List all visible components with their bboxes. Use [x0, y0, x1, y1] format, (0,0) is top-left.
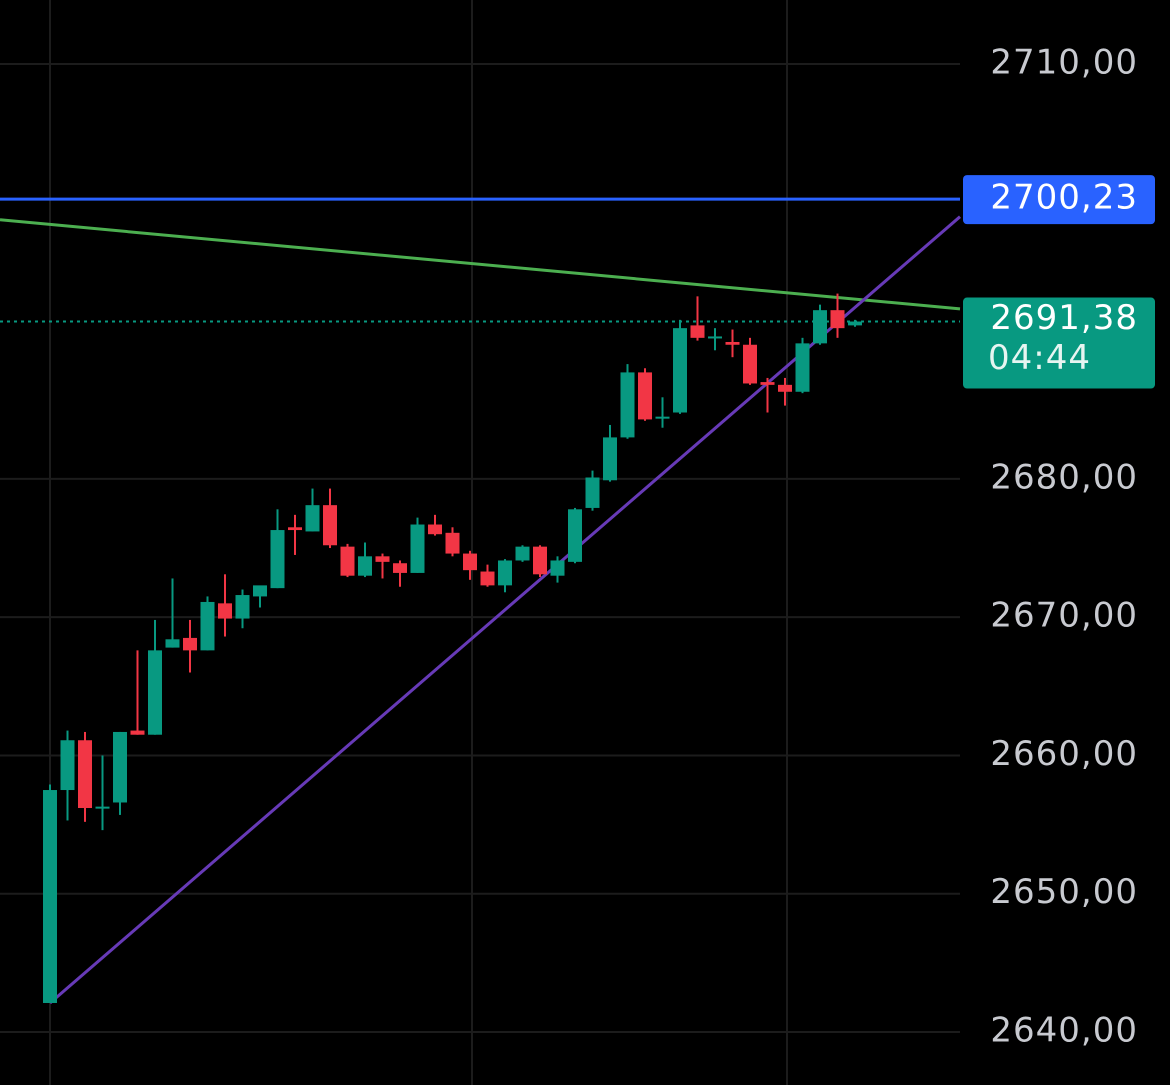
candle-body — [183, 637, 197, 651]
candle-body — [480, 571, 495, 586]
candle-body — [305, 505, 320, 532]
candle-body — [708, 336, 722, 339]
candle-body — [393, 563, 407, 573]
candle-body — [340, 546, 355, 576]
y-tick-label: 2670,00 — [990, 596, 1138, 636]
candle-body — [813, 310, 827, 344]
candle-body — [200, 601, 215, 651]
candle-body — [95, 806, 110, 809]
candle-body — [830, 310, 845, 329]
price-tag — [963, 175, 1155, 225]
candle-body — [655, 416, 670, 419]
price-tag — [963, 297, 1155, 389]
countdown-label: 04:44 — [988, 338, 1091, 378]
candle-body — [498, 560, 512, 586]
candle-body — [113, 731, 127, 803]
y-tick-label: 2680,00 — [990, 457, 1138, 497]
candle-body — [515, 546, 530, 561]
candle-body — [410, 524, 425, 573]
candle-body — [78, 740, 92, 809]
price-tag-label: 2700,23 — [990, 178, 1138, 218]
candle-body — [568, 509, 582, 562]
y-tick-label: 2650,00 — [990, 872, 1138, 912]
candle-body — [148, 650, 162, 735]
y-tick-label: 2710,00 — [990, 43, 1138, 83]
candle-body — [638, 372, 652, 420]
candle-body — [550, 560, 565, 576]
candle-body — [463, 553, 477, 571]
trendline — [0, 218, 961, 311]
candle-body — [358, 556, 372, 576]
candle-body — [673, 328, 687, 413]
candle-body — [253, 585, 267, 597]
candle-body — [130, 730, 145, 735]
candle-body — [165, 639, 180, 648]
candle-body — [43, 790, 57, 1003]
candle-body — [428, 524, 442, 535]
y-tick-label: 2640,00 — [990, 1011, 1138, 1051]
y-tick-label: 2660,00 — [990, 734, 1138, 774]
candle-body — [60, 740, 75, 791]
candle-body — [375, 556, 390, 562]
candle-body — [760, 382, 775, 385]
candle-body — [743, 344, 757, 384]
candle-body — [270, 530, 285, 589]
candle-body — [323, 505, 337, 546]
candle-body — [778, 384, 792, 392]
price-tag-label: 2691,38 — [990, 298, 1138, 338]
candle-body — [445, 532, 460, 554]
candle-body — [603, 437, 617, 481]
candle-body — [848, 321, 862, 326]
candle-body — [218, 603, 232, 619]
candle-body — [620, 372, 635, 438]
candle-body — [585, 477, 600, 508]
candle-body — [288, 527, 302, 531]
candle-body — [533, 546, 547, 575]
candle-body — [795, 343, 810, 392]
candle-body — [690, 325, 705, 338]
candle-body — [235, 595, 250, 619]
candle-body — [725, 341, 740, 345]
